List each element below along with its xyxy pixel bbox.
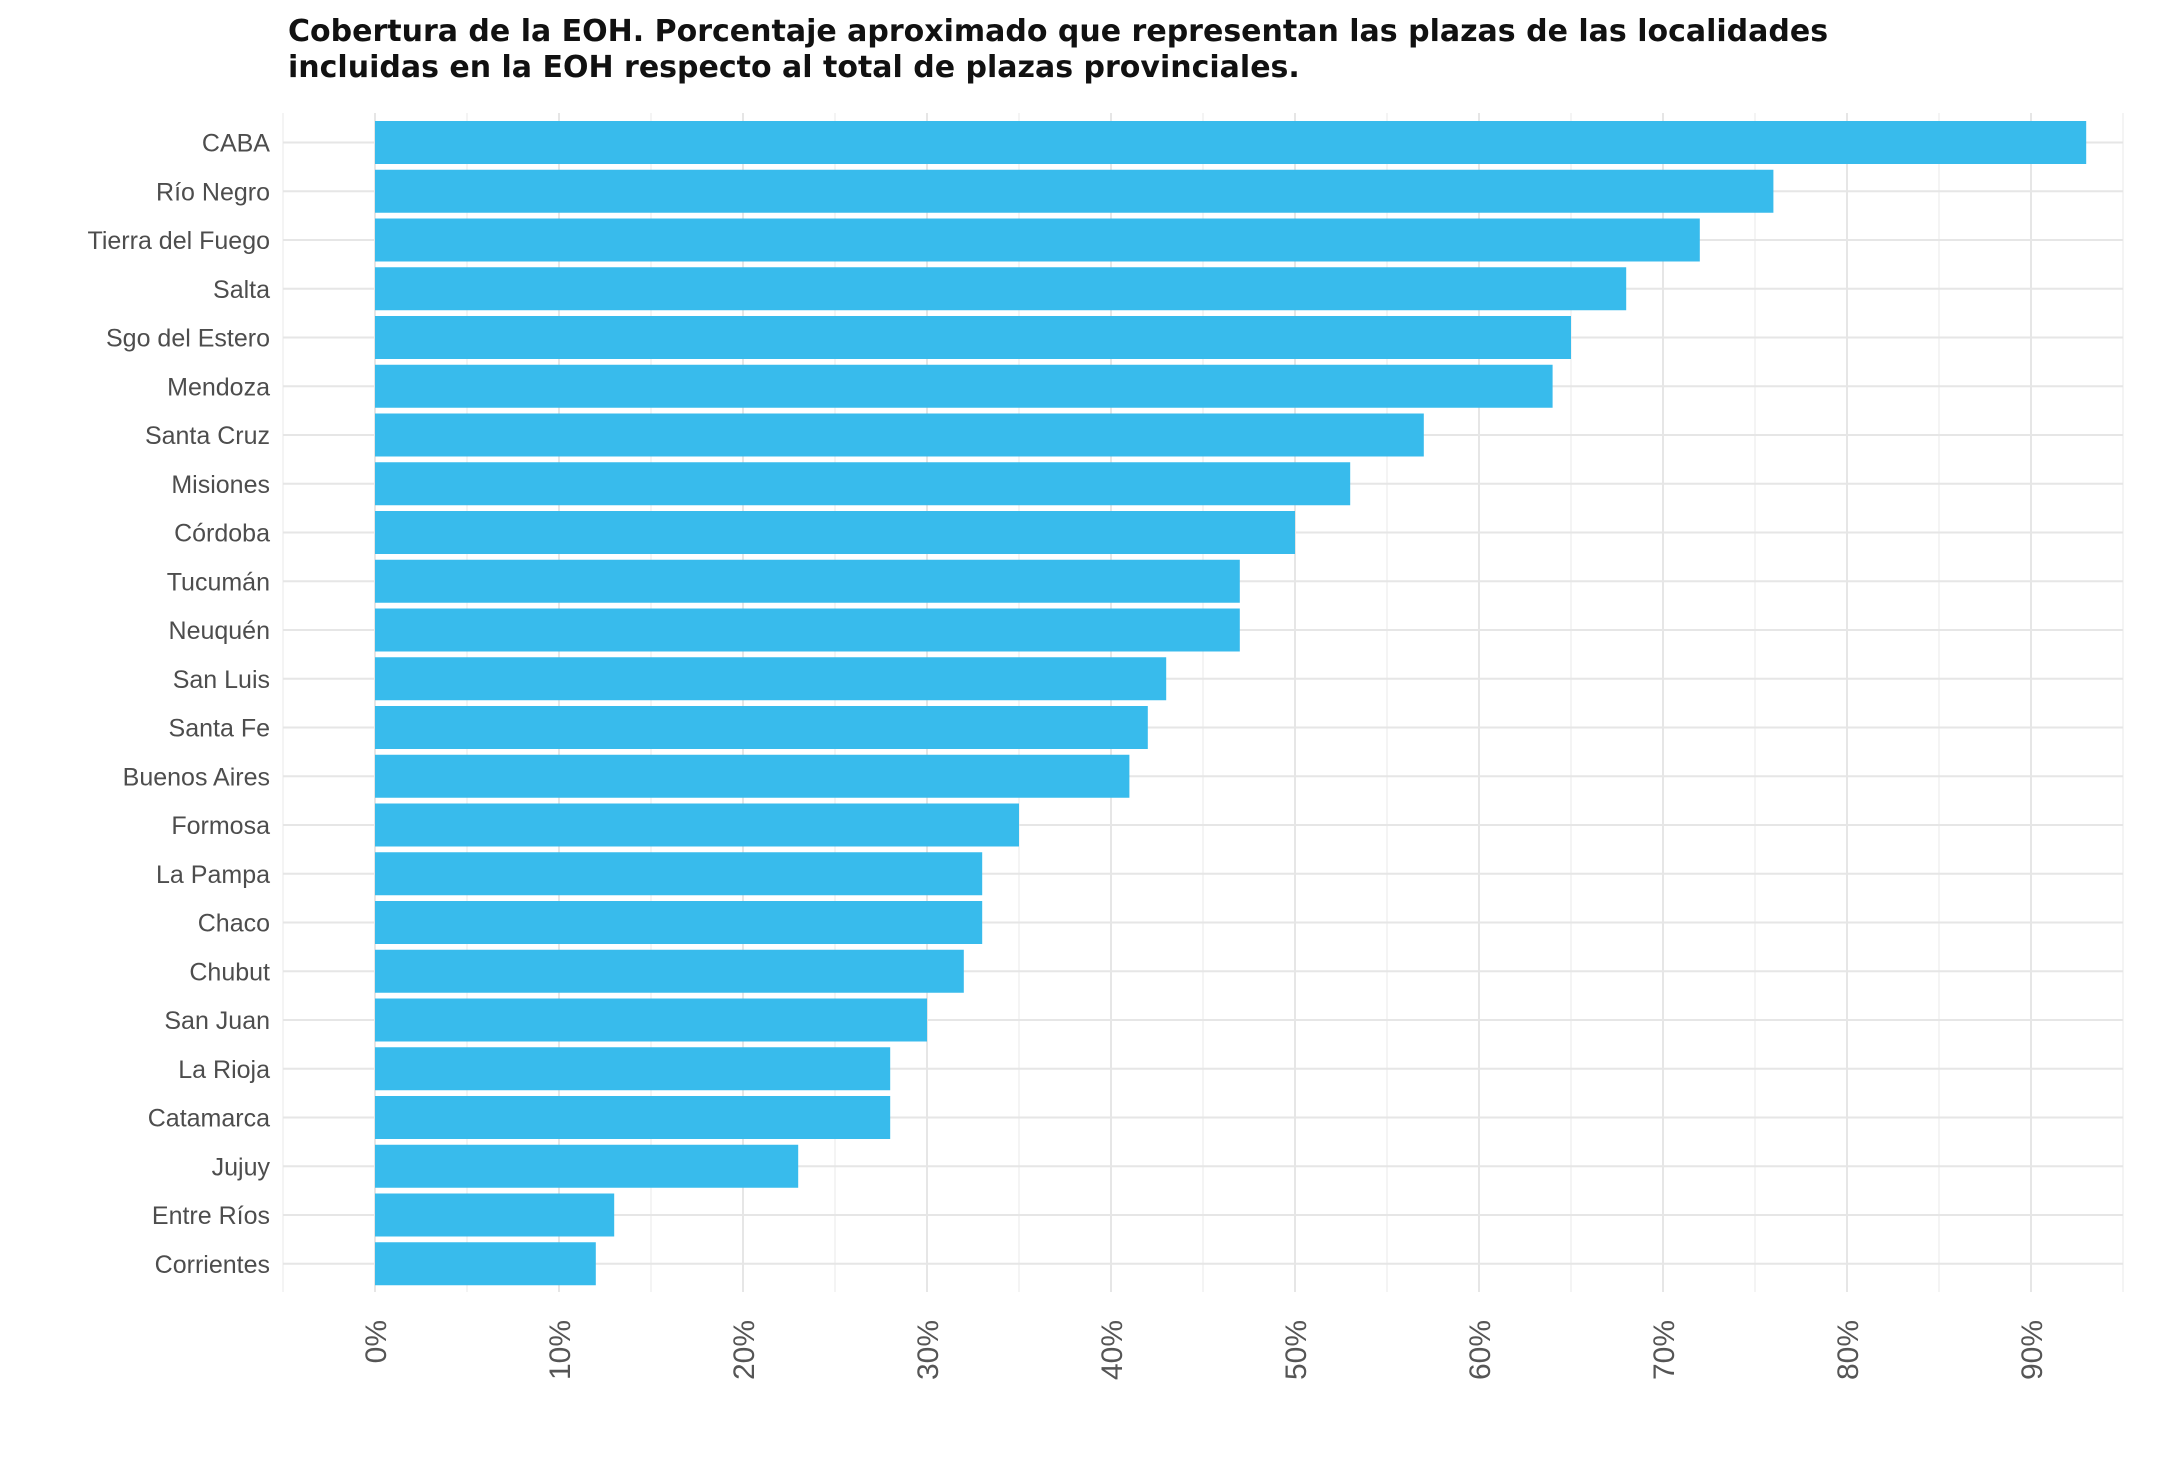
x-tick-label: 90% [2016, 1320, 2049, 1380]
category-label: Córdoba [174, 520, 270, 548]
category-label: La Rioja [178, 1056, 270, 1084]
category-label: Catamarca [148, 1105, 270, 1133]
category-labels: CABA Río Negro Tierra del Fuego Salta Sgo de… [88, 130, 271, 1279]
bar [375, 608, 1240, 652]
bar [375, 462, 1351, 506]
x-tick-label: 50% [1280, 1320, 1313, 1380]
category-label: Río Negro [156, 178, 270, 206]
bar [375, 657, 1167, 701]
bar [375, 267, 1627, 311]
category-label: Neuquén [169, 617, 270, 645]
category-label: Salta [213, 276, 270, 304]
bar [375, 706, 1148, 749]
category-label: Santa Cruz [145, 422, 270, 450]
x-tick-label: 60% [1464, 1320, 1497, 1380]
bar [375, 901, 983, 944]
x-axis-tick-labels: 0% 10% 20% 30% 40% 50% 60% 70% 80% 90% [360, 1320, 2049, 1380]
category-label: San Luis [173, 666, 270, 694]
category-label: Corrientes [155, 1251, 270, 1279]
category-label: San Juan [164, 1007, 270, 1035]
bar [375, 121, 2087, 164]
bar [375, 218, 1700, 262]
bar [375, 1144, 799, 1188]
category-label: Mendoza [167, 373, 270, 401]
bars [375, 121, 2087, 1286]
category-label: Jujuy [212, 1153, 271, 1181]
bar [375, 803, 1019, 847]
x-tick-label: 80% [1832, 1320, 1865, 1380]
bar [375, 852, 983, 896]
category-label: Buenos Aires [123, 763, 270, 791]
category-label: Santa Fe [169, 715, 270, 743]
bar [375, 559, 1240, 603]
category-label: Sgo del Estero [106, 325, 270, 353]
category-label: Tucumán [167, 568, 270, 596]
x-tick-label: 40% [1096, 1320, 1129, 1380]
bar [375, 1096, 891, 1139]
bar [375, 754, 1130, 798]
bar [375, 316, 1571, 359]
bar [375, 1193, 615, 1237]
bar [375, 1242, 596, 1286]
bar [375, 511, 1295, 554]
category-label: CABA [202, 130, 270, 158]
x-tick-label: 0% [360, 1320, 393, 1363]
category-label: Tierra del Fuego [88, 227, 271, 255]
x-tick-label: 20% [728, 1320, 761, 1380]
x-tick-label: 10% [544, 1320, 577, 1380]
category-label: Chaco [198, 910, 270, 938]
x-tick-label: 30% [912, 1320, 945, 1380]
bar [375, 949, 964, 993]
category-label: Entre Ríos [152, 1202, 270, 1230]
category-label: La Pampa [156, 861, 270, 889]
bar [375, 998, 927, 1042]
x-tick-label: 70% [1648, 1320, 1681, 1380]
bar [375, 169, 1774, 213]
category-label: Formosa [171, 812, 270, 840]
category-label: Misiones [171, 471, 270, 499]
chart-title: Cobertura de la EOH. Porcentaje aproxima… [288, 14, 1829, 85]
bar [375, 364, 1553, 408]
bar [375, 1047, 891, 1091]
category-label: Chubut [189, 958, 270, 986]
bar [375, 413, 1424, 457]
